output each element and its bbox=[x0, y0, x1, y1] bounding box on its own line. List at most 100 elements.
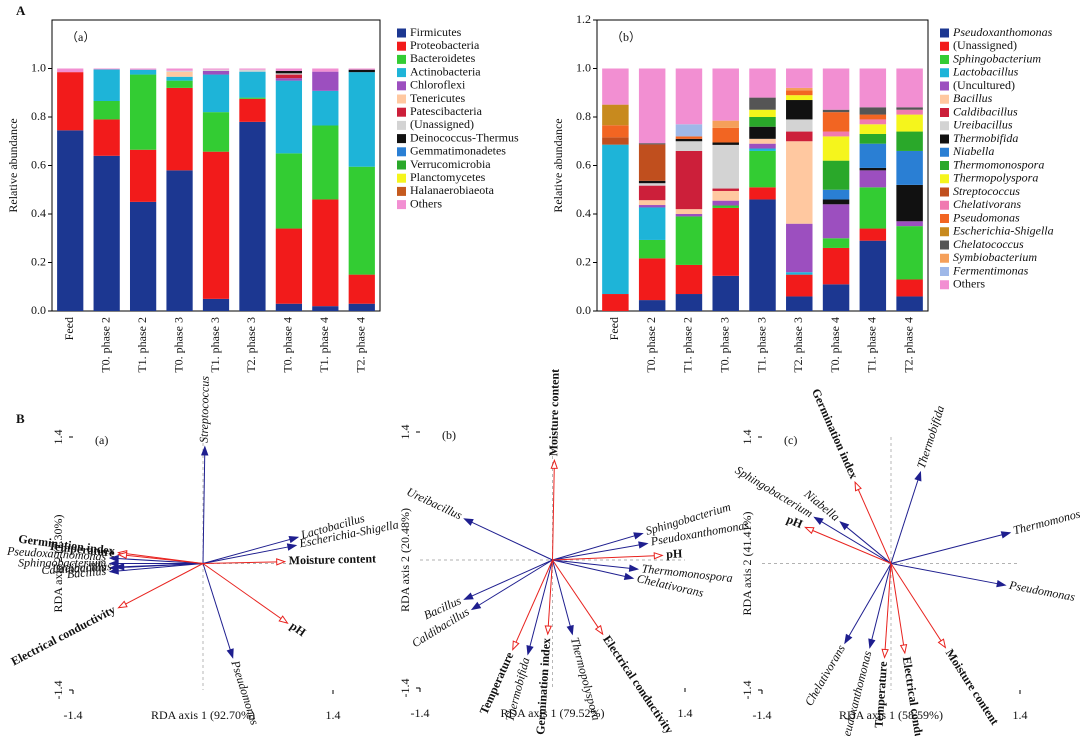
species-arrowhead bbox=[463, 592, 474, 600]
bar-segment bbox=[749, 68, 776, 98]
bar-segment bbox=[712, 127, 739, 143]
y-tick-label: 1.4 bbox=[740, 430, 754, 445]
bar-segment bbox=[638, 207, 666, 240]
env-arrow bbox=[118, 553, 204, 564]
bar-segment bbox=[822, 247, 850, 285]
legend-swatch bbox=[397, 134, 406, 144]
legend-label: Pseudomonas bbox=[952, 210, 1020, 224]
bar-segment bbox=[749, 126, 776, 139]
x-tick-label: T1. phase 2 bbox=[681, 317, 695, 373]
species-arrowhead bbox=[463, 518, 474, 526]
species-arrowhead bbox=[633, 532, 644, 540]
bar-segment bbox=[822, 160, 850, 190]
legend-swatch bbox=[940, 280, 949, 290]
species-label: Thermobifida bbox=[914, 404, 947, 470]
bar-segment bbox=[675, 209, 703, 214]
bar-segment bbox=[859, 143, 887, 168]
y-tick-label: 0.8 bbox=[31, 109, 46, 123]
bar-segment bbox=[166, 70, 193, 72]
bar-segment bbox=[275, 73, 303, 75]
panel-label: （b） bbox=[611, 30, 641, 44]
bar-segment bbox=[129, 68, 157, 70]
bar-segment bbox=[166, 170, 193, 311]
legend-label: Firmicutes bbox=[410, 25, 462, 39]
species-arrowhead bbox=[914, 470, 922, 482]
bar-segment bbox=[786, 90, 813, 96]
env-arrowhead bbox=[881, 648, 889, 659]
legend-swatch bbox=[940, 240, 949, 250]
bar-segment bbox=[896, 221, 923, 227]
y-tick-label: 0.2 bbox=[576, 254, 591, 268]
bar-segment bbox=[93, 69, 120, 101]
species-label: Bacillus bbox=[66, 564, 107, 581]
legend-swatch bbox=[397, 81, 406, 91]
y-tick-label: 1.0 bbox=[576, 60, 591, 74]
bar-segment bbox=[129, 69, 157, 75]
bar-segment bbox=[638, 180, 666, 184]
env-arrow bbox=[202, 561, 285, 564]
species-arrow bbox=[202, 446, 206, 564]
species-arrowhead bbox=[226, 648, 234, 659]
bar-segment bbox=[312, 199, 339, 307]
bar-segment bbox=[675, 136, 703, 139]
legend-label: Lactobacillus bbox=[952, 65, 1019, 79]
y-tick-label: 0.4 bbox=[576, 206, 591, 220]
y-tick-label: -1.4 bbox=[398, 679, 412, 698]
bar-segment bbox=[822, 199, 850, 205]
species-arrow bbox=[202, 544, 296, 564]
legend-label: Bacteroidetes bbox=[410, 51, 476, 65]
bar-segment bbox=[166, 68, 193, 71]
x-tick-label: Feed bbox=[62, 317, 76, 340]
bar-segment bbox=[93, 119, 120, 156]
species-arrowhead bbox=[996, 579, 1007, 588]
bar-segment bbox=[859, 228, 887, 241]
bar-segment bbox=[348, 303, 375, 311]
bar-segment bbox=[602, 137, 629, 145]
panel-letter: B bbox=[16, 411, 25, 426]
legend-label: Thermopolyspora bbox=[953, 171, 1038, 185]
species-arrow bbox=[552, 559, 573, 635]
species-arrow bbox=[552, 559, 634, 579]
bar-segment bbox=[749, 117, 776, 127]
env-arrow bbox=[884, 563, 892, 658]
species-arrow bbox=[464, 559, 553, 600]
species-arrow bbox=[110, 563, 204, 573]
bar-segment bbox=[93, 155, 120, 311]
bar-segment bbox=[859, 124, 887, 134]
bar-segment bbox=[712, 200, 739, 206]
legend-swatch bbox=[397, 173, 406, 183]
species-arrow bbox=[202, 563, 234, 658]
bar-segment bbox=[822, 109, 850, 113]
bar-segment bbox=[239, 69, 266, 72]
species-arrowhead bbox=[286, 543, 298, 551]
bar-segment bbox=[275, 228, 303, 304]
species-arrow bbox=[869, 563, 892, 648]
env-arrow bbox=[854, 481, 892, 564]
legend-swatch bbox=[940, 68, 949, 78]
bar-segment bbox=[749, 109, 776, 117]
bar-segment bbox=[166, 71, 193, 77]
species-label: Pseudoxanthomonas bbox=[6, 544, 107, 564]
bar-segment bbox=[749, 143, 776, 149]
bar-segment bbox=[896, 150, 923, 185]
species-arrowhead bbox=[566, 624, 574, 636]
bar-segment bbox=[896, 114, 923, 132]
species-label: Pseudoxanthomonas bbox=[836, 649, 874, 736]
env-arrow bbox=[890, 563, 946, 648]
bar-segment bbox=[675, 264, 703, 295]
bar-segment bbox=[712, 275, 739, 311]
env-label: Germination index bbox=[809, 386, 861, 480]
env-label: Electrical conductivity bbox=[600, 633, 676, 736]
y-tick-label: -1.4 bbox=[740, 681, 754, 700]
bar-segment bbox=[239, 121, 266, 311]
bar-segment bbox=[786, 100, 813, 120]
bar-segment bbox=[749, 199, 776, 311]
bar-segment bbox=[348, 69, 375, 73]
bar-segment bbox=[93, 100, 120, 120]
bar-segment bbox=[712, 207, 739, 276]
legend-swatch bbox=[940, 121, 949, 131]
env-arrowhead bbox=[276, 558, 287, 566]
bar-segment bbox=[602, 294, 629, 311]
bar-segment bbox=[348, 166, 375, 275]
bar-segment bbox=[675, 141, 703, 151]
